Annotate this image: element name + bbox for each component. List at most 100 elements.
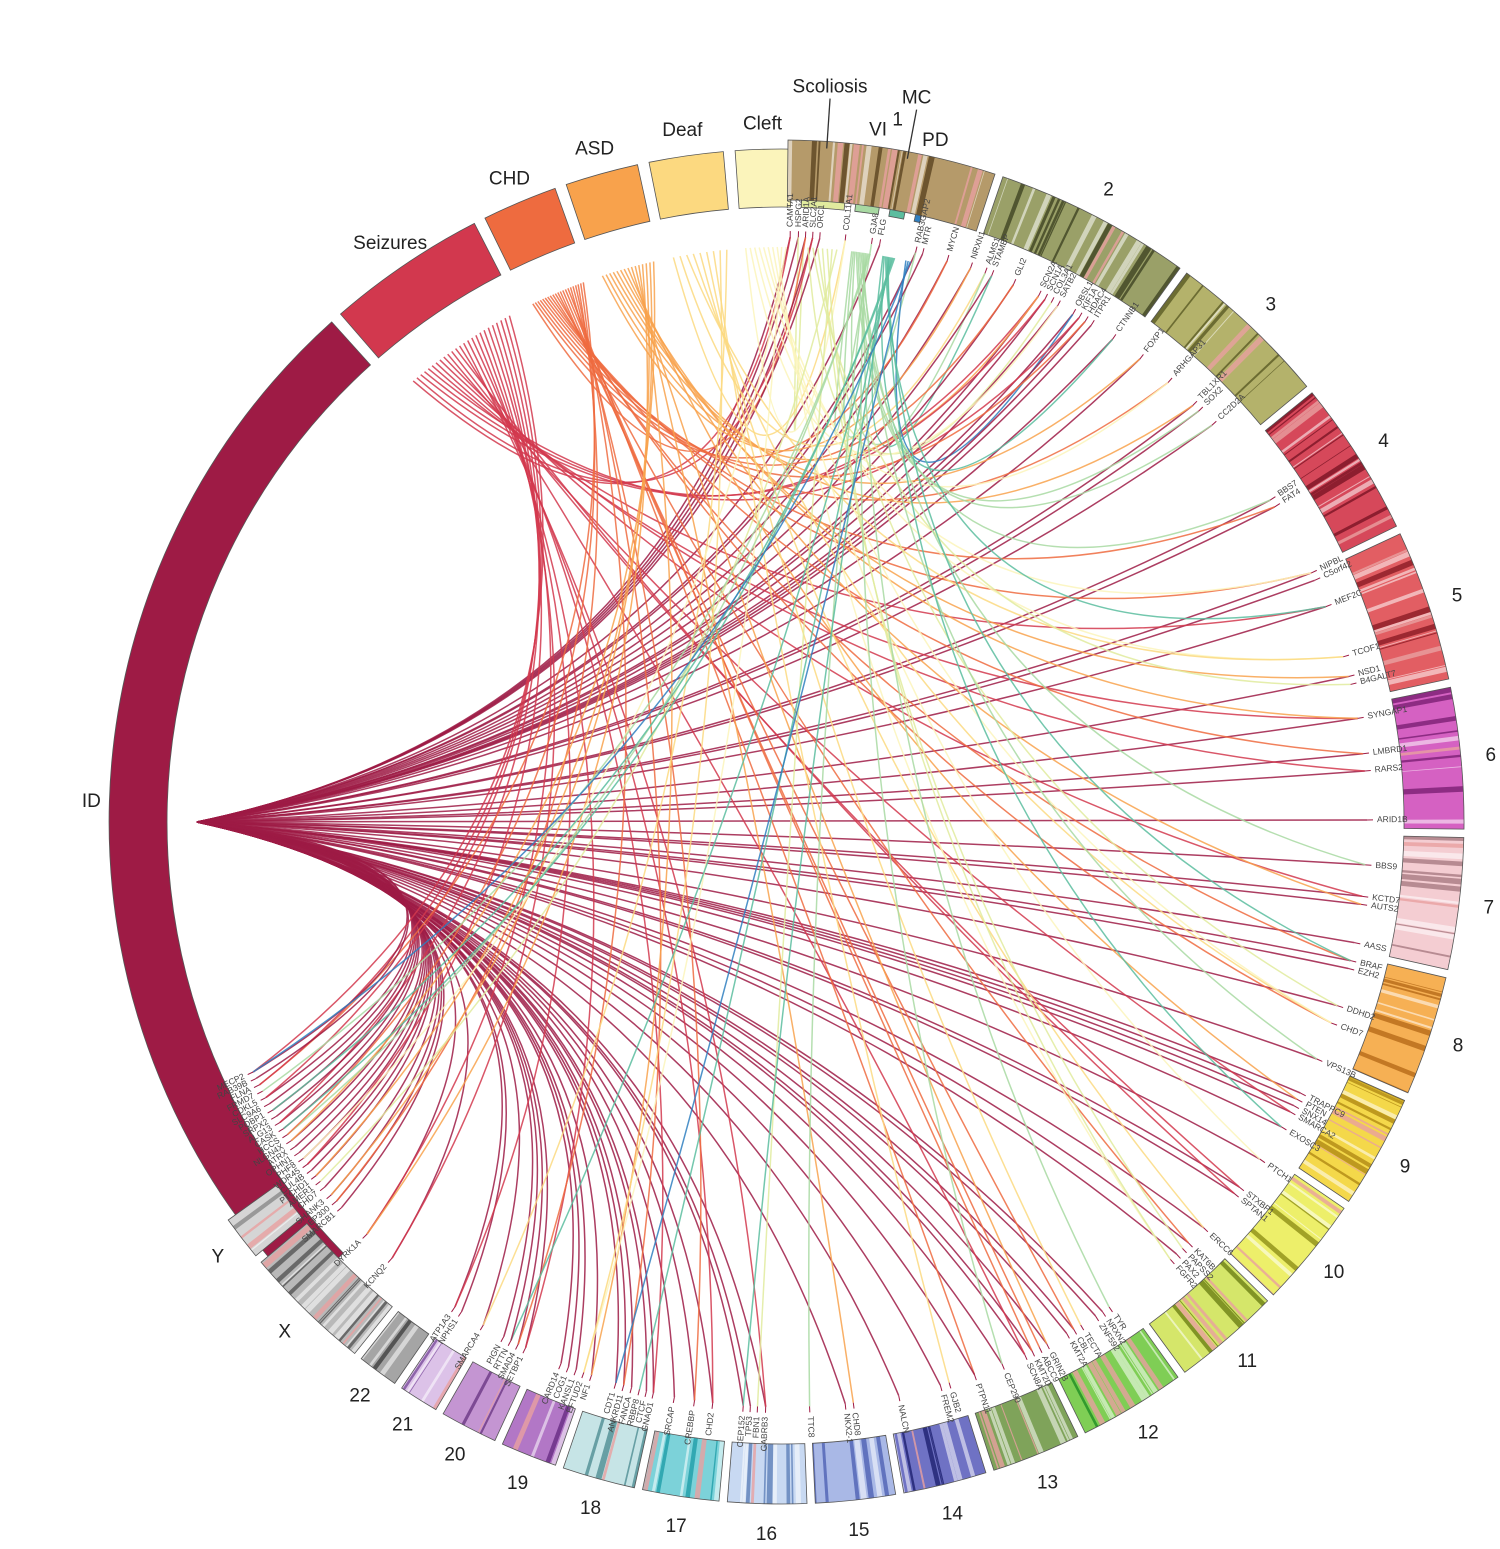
gene-tick-cask — [279, 1129, 284, 1132]
gene-tick-eftud2 — [582, 1372, 584, 1378]
link-chd-kat6b — [558, 293, 1189, 1243]
gene-label-foxp1: FOXP1 — [1141, 325, 1166, 353]
gene-label-bbs9: BBS9 — [1375, 860, 1398, 872]
gene-label-nrxn1: NRXN1 — [968, 229, 987, 260]
gene-tick-srcap — [673, 1397, 674, 1403]
gene-tick-kif1a — [1079, 313, 1082, 318]
chromosome-label-7: 7 — [1484, 898, 1495, 919]
gene-tick-wdr45 — [303, 1164, 308, 1168]
gene-label-mycn: MYCN — [944, 226, 961, 253]
gene-label-srcap: SRCAP — [661, 1405, 676, 1436]
gene-tick-sptan1 — [1234, 1193, 1239, 1197]
chromosome-label-12: 12 — [1138, 1423, 1159, 1444]
chromosome-label-16: 16 — [756, 1524, 777, 1544]
gene-tick-mecp2 — [248, 1072, 253, 1075]
phenotype-label-id: ID — [82, 791, 101, 812]
gene-tick-ptch1 — [1260, 1159, 1265, 1162]
link-id-orc1 — [197, 238, 820, 822]
gene-tick-stxbp1 — [1239, 1187, 1244, 1191]
chromosome-label-18: 18 — [580, 1498, 601, 1519]
chromosome-label-x: X — [278, 1322, 291, 1343]
chromosome-label-14: 14 — [942, 1503, 964, 1524]
gene-tick-hdac4 — [1085, 316, 1088, 321]
chromosome-label-9: 9 — [1400, 1157, 1411, 1178]
link-vi-bbs9 — [861, 253, 1365, 865]
gene-tick-cc2d2a — [1212, 421, 1216, 425]
gene-tick-dyrk1a — [363, 1234, 367, 1238]
gene-tick-fgfr2 — [1170, 1259, 1174, 1263]
gene-tick-chd7 — [1331, 1023, 1337, 1025]
gene-tick-ddhd2 — [1337, 1006, 1343, 1008]
gene-tick-smarca4 — [480, 1325, 483, 1330]
phenotype-label-scoliosis: Scoliosis — [793, 77, 868, 98]
gene-tick-pqbp1 — [268, 1110, 273, 1113]
gene-tick-ophn1 — [294, 1153, 299, 1156]
gene-tick-ptchd1 — [311, 1176, 316, 1180]
gene-label-cep290: CEP290 — [1002, 1371, 1023, 1404]
gene-tick-setbp1 — [523, 1348, 526, 1353]
chromosome-label-5: 5 — [1452, 585, 1463, 606]
gene-tick-aass — [1354, 943, 1360, 944]
chromosome-label-10: 10 — [1323, 1262, 1344, 1283]
gene-label-gli2: GLI2 — [1012, 256, 1029, 277]
phenotype-segment-id — [109, 322, 370, 1294]
gene-tick-ctnnb1 — [1113, 334, 1116, 339]
gene-label-chd7: CHD7 — [1339, 1021, 1364, 1038]
chromosome-15 — [812, 1435, 895, 1503]
gene-label-kcnq2: KCNQ2 — [362, 1262, 389, 1291]
gene-tick-flg — [880, 239, 881, 245]
gene-label-flg: FLG — [876, 218, 889, 236]
leader-line-scoliosis — [827, 99, 830, 149]
chromosome-label-20: 20 — [444, 1444, 465, 1465]
gene-tick-nlgn4x — [286, 1141, 291, 1144]
phenotype-segment-chd — [485, 188, 575, 270]
gene-tick-kat6b — [1188, 1243, 1192, 1247]
gene-tick-scn1a — [1045, 294, 1048, 299]
gene-tick-ptpn11 — [974, 1374, 976, 1380]
link-id-ctnnb1 — [197, 339, 1113, 822]
gene-tick-nrxn2 — [1102, 1312, 1105, 1317]
gene-tick-gli2 — [1013, 279, 1015, 285]
chromosome-label-6: 6 — [1486, 745, 1497, 766]
gene-tick-crebbp — [694, 1400, 695, 1406]
link-mc-mef2c — [886, 256, 1326, 618]
gene-tick-atrx — [290, 1147, 295, 1150]
chromosome-label-13: 13 — [1037, 1473, 1058, 1494]
gene-tick-pax2 — [1176, 1254, 1180, 1258]
chromosome-label-19: 19 — [507, 1473, 528, 1494]
link-id-ezh2 — [197, 822, 1348, 969]
phenotype-segment-deaf — [649, 152, 728, 220]
gene-tick-rab39b — [251, 1078, 256, 1081]
phenotype-label-seizures: Seizures — [353, 233, 427, 254]
gene-tick-tyr — [1109, 1307, 1112, 1312]
gene-tick-fanca — [630, 1387, 632, 1393]
gene-tick-foxp1 — [1140, 354, 1144, 359]
gene-tick-nsd1 — [1349, 675, 1355, 676]
gene-tick-papss2 — [1182, 1248, 1186, 1252]
gene-tick-ctcf — [645, 1391, 646, 1397]
gene-tick-cul4b — [307, 1170, 312, 1174]
gene-tick-scn2a — [1038, 291, 1041, 296]
gene-tick-mtr — [923, 248, 924, 254]
gene-tick-obsl1 — [1073, 309, 1076, 314]
gene-tick-abcc9 — [1039, 1347, 1042, 1352]
gene-label-ercc6: ERCC6 — [1208, 1230, 1236, 1257]
chromosome-7 — [1389, 836, 1464, 970]
gene-tick-tecta — [1081, 1325, 1084, 1330]
gene-tick-col3a1 — [1051, 297, 1054, 302]
gene-tick-cdkl5 — [261, 1098, 266, 1101]
chromosome-label-11: 11 — [1237, 1351, 1257, 1372]
gene-tick-mycn — [947, 255, 949, 261]
gene-tick-itpr1 — [1091, 320, 1094, 325]
gene-tick-arhgap31 — [1168, 378, 1172, 383]
gene-tick-syngap1 — [1358, 717, 1364, 718]
chromosome-4 — [1265, 393, 1396, 553]
gene-tick-card14 — [559, 1364, 561, 1370]
gene-tick-ercc6 — [1204, 1228, 1208, 1232]
gene-tick-tcof1 — [1343, 655, 1349, 657]
gene-tick-kmt2d — [1032, 1351, 1035, 1356]
gene-tick-nf1 — [590, 1375, 592, 1381]
gene-tick-gnao1 — [652, 1393, 653, 1399]
gene-tick-nalcn — [899, 1395, 900, 1401]
gene-label-ttc8: TTC8 — [806, 1416, 817, 1438]
